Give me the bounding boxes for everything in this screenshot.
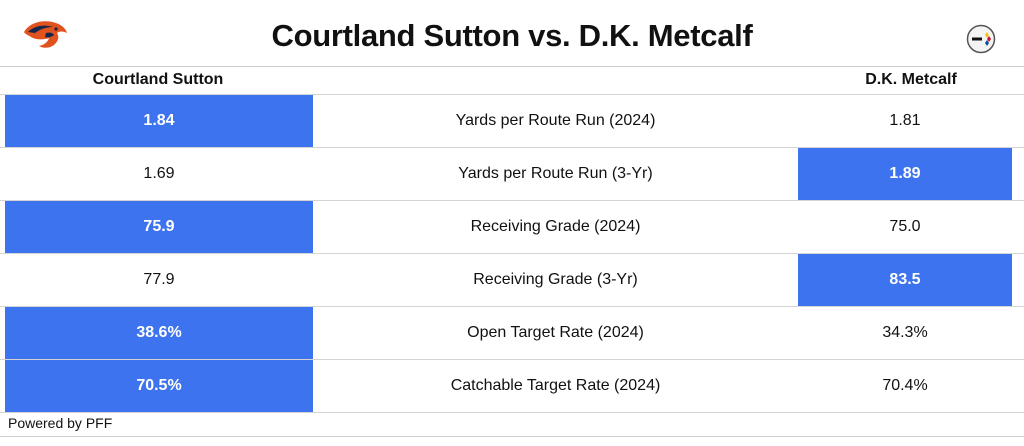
metric-label: Receiving Grade (3-Yr) [473, 271, 638, 288]
left-value: 77.9 [143, 271, 175, 288]
table-row: 1.69 Yards per Route Run (3-Yr) 1.89 [0, 148, 1024, 201]
table-row: 1.84 Yards per Route Run (2024) 1.81 [0, 95, 1024, 148]
left-value: 38.6% [5, 307, 313, 359]
left-value: 70.5% [5, 360, 313, 412]
steelers-logo-icon [966, 24, 996, 54]
metric-label: Open Target Rate (2024) [467, 324, 644, 341]
header: Courtland Sutton vs. D.K. Metcalf [0, 0, 1024, 67]
broncos-logo-icon [24, 21, 67, 48]
column-header-left: Courtland Sutton [92, 71, 224, 88]
table-row: 77.9 Receiving Grade (3-Yr) 83.5 [0, 254, 1024, 307]
right-value: 1.81 [889, 112, 921, 129]
footer-credit: Powered by PFF [8, 415, 113, 431]
left-value: 75.9 [5, 201, 313, 253]
right-value: 70.4% [882, 377, 928, 394]
footer-divider [0, 436, 1024, 437]
metric-label: Receiving Grade (2024) [470, 218, 641, 235]
table-row: 38.6% Open Target Rate (2024) 34.3% [0, 307, 1024, 360]
right-value: 75.0 [889, 218, 921, 235]
left-value: 1.84 [5, 95, 313, 147]
metric-label: Yards per Route Run (3-Yr) [458, 165, 653, 182]
table-row: 70.5% Catchable Target Rate (2024) 70.4% [0, 360, 1024, 413]
comparison-table: 1.84 Yards per Route Run (2024) 1.81 1.6… [0, 94, 1024, 413]
column-header-right: D.K. Metcalf [865, 71, 957, 88]
table-row: 75.9 Receiving Grade (2024) 75.0 [0, 201, 1024, 254]
metric-label: Catchable Target Rate (2024) [450, 377, 661, 394]
metric-label: Yards per Route Run (2024) [455, 112, 656, 129]
right-value: 1.89 [798, 148, 1012, 200]
left-value: 1.69 [143, 165, 175, 182]
page-title: Courtland Sutton vs. D.K. Metcalf [271, 18, 753, 53]
right-value: 83.5 [798, 254, 1012, 306]
right-value: 34.3% [882, 324, 928, 341]
